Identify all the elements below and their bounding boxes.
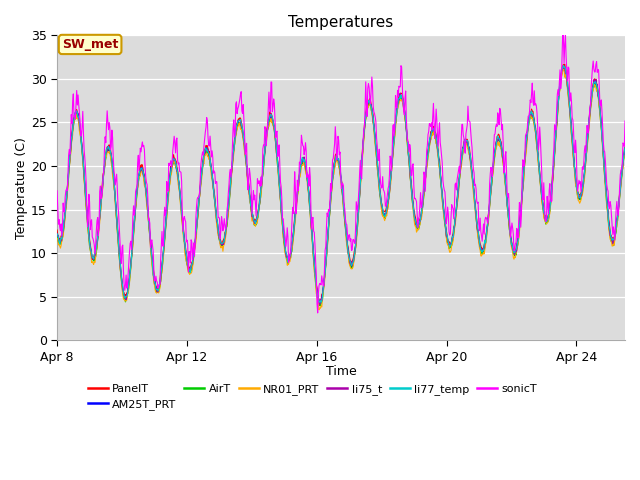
X-axis label: Time: Time (326, 365, 356, 378)
Text: SW_met: SW_met (62, 38, 118, 51)
Y-axis label: Temperature (C): Temperature (C) (15, 137, 28, 239)
Title: Temperatures: Temperatures (289, 15, 394, 30)
Legend: PanelT, AM25T_PRT, AirT, NR01_PRT, li75_t, li77_temp, sonicT: PanelT, AM25T_PRT, AirT, NR01_PRT, li75_… (83, 379, 542, 415)
